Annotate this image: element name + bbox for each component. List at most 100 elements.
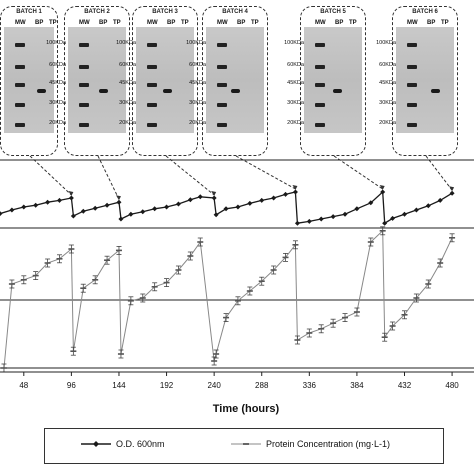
protein-data-point (270, 265, 277, 275)
protein-data-point (246, 286, 253, 296)
batch-panel: BATCH 5 MW BP TP (300, 6, 366, 156)
mw-tick-label: 60KDa (189, 62, 206, 68)
gel-image (4, 27, 54, 133)
od-data-point (306, 218, 312, 224)
mw-tick-label: 30KDa (49, 100, 66, 106)
batch-panel: BATCH 2 MW BP TP (64, 6, 130, 156)
od-data-point (197, 194, 203, 200)
od-data-point (382, 220, 388, 226)
batch-arrow (333, 155, 383, 190)
protein-data-point (381, 332, 388, 342)
marker-band (407, 83, 417, 87)
x-tick-label: 336 (303, 381, 317, 390)
mw-tick-label: 30KDa (189, 100, 206, 106)
lane-label: TP (49, 20, 57, 26)
protein-data-point (8, 279, 15, 289)
protein-data-point (0, 363, 7, 373)
marker-band (15, 123, 25, 127)
mw-tick-label: 30KDa (379, 100, 396, 106)
marker-band (147, 83, 157, 87)
lane-label: TP (113, 20, 121, 26)
x-tick-label: 48 (19, 381, 28, 390)
protein-data-point (151, 282, 158, 292)
od-data-point (9, 207, 15, 213)
protein-data-point (292, 240, 299, 250)
marker-band (315, 123, 325, 127)
protein-data-point (213, 349, 220, 359)
od-data-point (128, 211, 134, 217)
mw-tick-label: 20KDa (189, 120, 206, 126)
protein-band (333, 89, 342, 93)
lane-label: MW (147, 20, 158, 26)
mw-tick-label: 100KDa (116, 40, 136, 46)
batch-arrow (97, 155, 120, 200)
gel-image (206, 27, 264, 133)
x-tick-label: 432 (398, 381, 412, 390)
legend: O.D. 600nm Protein Concentration (mg·L-1… (44, 428, 444, 464)
legend-label-protein: Protein Concentration (mg·L-1) (266, 439, 391, 449)
od-data-point (118, 216, 124, 222)
od-data-point (401, 211, 407, 217)
marker-band (407, 103, 417, 107)
marker-band (217, 43, 227, 47)
mw-tick-label: 100KDa (186, 40, 206, 46)
protein-line-swatch-icon (231, 440, 261, 448)
marker-band (147, 43, 157, 47)
marker-band (217, 83, 227, 87)
legend-label-od: O.D. 600nm (116, 439, 165, 449)
protein-data-point (197, 237, 204, 247)
protein-data-point (367, 237, 374, 247)
protein-data-point (282, 252, 289, 262)
od-data-point (175, 201, 181, 207)
marker-band (15, 83, 25, 87)
od-data-point (354, 206, 360, 212)
od-data-point (259, 197, 265, 203)
gel-image (304, 27, 362, 133)
protein-data-point (20, 275, 27, 285)
protein-data-point (68, 244, 75, 254)
od-data-point (56, 197, 62, 203)
od-data-point (318, 216, 324, 222)
gel-image (396, 27, 454, 133)
protein-data-point (449, 233, 456, 243)
x-tick-label: 240 (207, 381, 221, 390)
lane-label: BP (167, 20, 176, 26)
od-data-point (368, 200, 374, 206)
protein-data-point (92, 275, 99, 285)
od-data-point (342, 211, 348, 217)
lane-label: BP (237, 20, 246, 26)
mw-tick-label: 100KDa (376, 40, 396, 46)
mw-tick-label: 45KDa (189, 80, 206, 86)
od-data-point (294, 220, 300, 226)
protein-data-point (32, 271, 39, 281)
x-tick-label: 384 (350, 381, 364, 390)
batch-title: BATCH 3 (152, 9, 178, 15)
od-data-point (330, 214, 336, 220)
mw-tick-label: 20KDa (379, 120, 396, 126)
od-data-point (116, 199, 122, 205)
protein-band (431, 89, 440, 93)
protein-data-point (330, 318, 337, 328)
batch-arrows (29, 155, 455, 201)
od-data-point (235, 204, 241, 210)
od-data-point (449, 190, 455, 196)
marker-band (217, 123, 227, 127)
protein-band (37, 89, 46, 93)
batch-title: BATCH 1 (16, 9, 42, 15)
marker-band (15, 43, 25, 47)
mw-tick-label: 20KDa (49, 120, 66, 126)
lane-label: MW (79, 20, 90, 26)
x-tick-label: 144 (112, 381, 126, 390)
od-data-point (33, 202, 39, 208)
mw-tick-label: 45KDa (287, 80, 304, 86)
protein-data-point (294, 335, 301, 345)
marker-band (147, 123, 157, 127)
lane-label: TP (181, 20, 189, 26)
x-tick-label: 480 (445, 381, 459, 390)
mw-tick-label: 100KDa (46, 40, 66, 46)
arrow-head-icon (292, 185, 298, 190)
panel-frames (0, 159, 474, 369)
mw-tick-label: 20KDa (287, 120, 304, 126)
lane-label: MW (407, 20, 418, 26)
